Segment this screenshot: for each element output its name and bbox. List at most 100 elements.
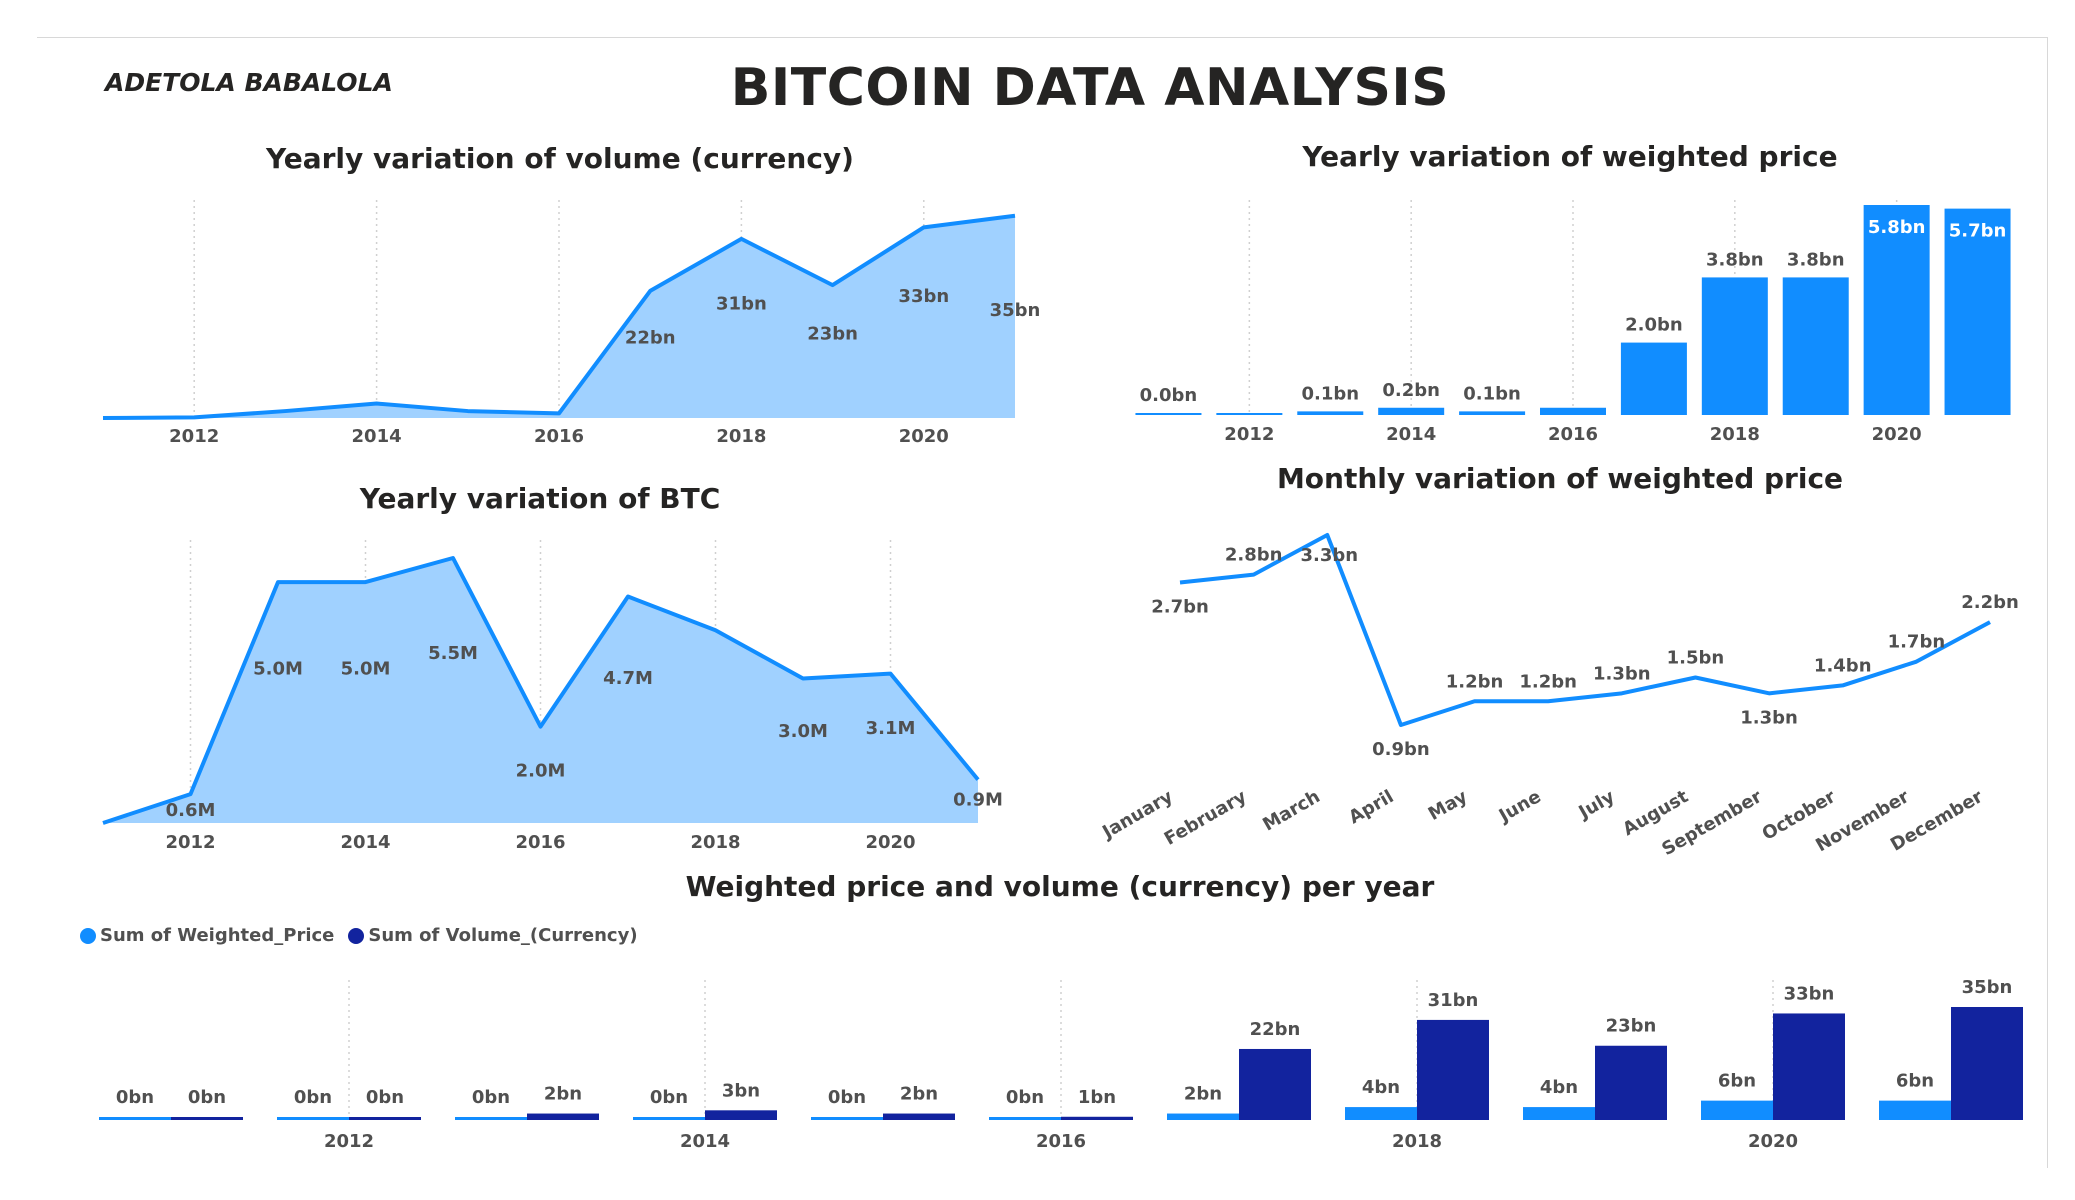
combo-data-label: 33bn [1784, 983, 1835, 1004]
combo-data-label: 2bn [544, 1084, 582, 1105]
weighted-data-label: 5.8bn [1868, 217, 1926, 238]
author-name: ADETOLA BABALOLA [105, 68, 393, 97]
combo-data-label: 0bn [650, 1087, 688, 1108]
volume-x-tick: 2018 [716, 426, 766, 447]
combo-data-label: 31bn [1428, 990, 1479, 1011]
legend-dot-volume [348, 927, 365, 944]
btc-data-label: 5.0M [253, 658, 303, 679]
monthly-line [1179, 533, 1991, 727]
monthly-data-label: 1.3bn [1593, 663, 1651, 684]
btc-data-label: 0.6M [166, 800, 216, 821]
combo-data-label: 23bn [1606, 1016, 1657, 1037]
btc-x-tick: 2020 [865, 832, 915, 853]
combo-data-label: 0bn [1006, 1087, 1044, 1108]
combo-bar-volume [349, 1117, 421, 1120]
combo-chart-title: Weighted price and volume (currency) per… [685, 870, 1435, 903]
combo-data-label: 22bn [1250, 1019, 1301, 1040]
combo-bar-weighted [1879, 1100, 1951, 1120]
volume-x-tick: 2014 [352, 426, 402, 447]
weighted-bar [1863, 205, 1930, 415]
volume-chart-title: Yearly variation of volume (currency) [266, 142, 854, 175]
btc-x-tick: 2012 [165, 832, 215, 853]
combo-bar-weighted [1345, 1107, 1417, 1120]
monthly-x-tick: May [1425, 786, 1471, 825]
combo-data-label: 0bn [828, 1087, 866, 1108]
weighted-bar [1216, 413, 1283, 415]
monthly-data-label: 1.5bn [1667, 648, 1725, 669]
weighted-x-tick: 2016 [1548, 424, 1598, 445]
combo-bar-volume [1239, 1048, 1311, 1120]
weighted-data-label: 0.1bn [1463, 383, 1521, 404]
monthly-data-label: 1.2bn [1519, 671, 1577, 692]
legend-item-volume[interactable]: Sum of Volume_(Currency) [348, 925, 638, 946]
monthly-x-tick: June [1494, 786, 1545, 827]
combo-data-label: 2bn [1184, 1084, 1222, 1105]
weighted-bar [1701, 277, 1768, 415]
btc-x-tick: 2014 [340, 832, 390, 853]
monthly-data-label: 1.3bn [1740, 707, 1798, 728]
btc-data-label: 2.0M [516, 761, 566, 782]
volume-area-fill [103, 215, 1015, 418]
combo-bar-weighted [811, 1117, 883, 1120]
combo-bar-weighted [989, 1117, 1061, 1120]
monthly-data-label: 1.2bn [1446, 671, 1504, 692]
weighted-x-tick: 2018 [1710, 424, 1760, 445]
btc-data-label: 3.0M [778, 721, 828, 742]
weighted-x-tick: 2012 [1224, 424, 1274, 445]
legend-item-weighted[interactable]: Sum of Weighted_Price [80, 925, 334, 946]
weighted-bar [1620, 342, 1687, 415]
weighted-bar [1297, 411, 1364, 415]
combo-data-label: 6bn [1896, 1071, 1934, 1092]
weighted-data-label: 3.8bn [1787, 249, 1845, 270]
combo-data-label: 0bn [116, 1087, 154, 1108]
page-title: BITCOIN DATA ANALYSIS [730, 58, 1450, 118]
weighted-x-tick: 2014 [1386, 424, 1436, 445]
weighted-data-label: 5.7bn [1949, 221, 2007, 242]
combo-data-label: 35bn [1962, 977, 2013, 998]
combo-bar-weighted [1523, 1107, 1595, 1120]
combo-bar-volume [171, 1117, 243, 1120]
volume-data-label: 22bn [625, 327, 676, 348]
combo-data-label: 0bn [188, 1087, 226, 1108]
volume-data-label: 33bn [898, 286, 949, 307]
combo-data-label: 2bn [900, 1084, 938, 1105]
combo-bar-weighted [99, 1117, 171, 1120]
btc-data-label: 4.7M [603, 668, 653, 689]
combo-x-tick: 2016 [1036, 1131, 1086, 1152]
combo-data-label: 0bn [472, 1087, 510, 1108]
combo-data-label: 4bn [1362, 1077, 1400, 1098]
monthly-x-tick: April [1345, 786, 1397, 828]
btc-data-label: 0.9M [953, 790, 1003, 811]
btc-x-tick: 2016 [515, 832, 565, 853]
combo-data-label: 3bn [722, 1080, 760, 1101]
monthly-chart-title: Monthly variation of weighted price [1276, 462, 1844, 495]
weighted-data-label: 2.0bn [1625, 315, 1683, 336]
combo-bar-volume [1061, 1116, 1133, 1120]
btc-area-fill [103, 558, 978, 823]
combo-data-label: 1bn [1078, 1087, 1116, 1108]
weighted-bar [1135, 413, 1202, 415]
weighted-bar [1378, 407, 1445, 415]
volume-x-tick: 2016 [534, 426, 584, 447]
weighted-bar [1782, 277, 1849, 415]
btc-data-label: 5.0M [341, 658, 391, 679]
monthly-x-tick: March [1259, 786, 1324, 835]
report-frame [37, 37, 2048, 1168]
monthly-data-label: 2.7bn [1151, 597, 1209, 618]
btc-chart-title: Yearly variation of BTC [359, 482, 721, 515]
combo-data-label: 0bn [294, 1087, 332, 1108]
combo-data-label: 6bn [1718, 1071, 1756, 1092]
combo-data-label: 0bn [366, 1087, 404, 1108]
combo-bar-weighted [1701, 1100, 1773, 1120]
weighted-bar [1540, 407, 1606, 415]
monthly-data-label: 1.4bn [1814, 655, 1872, 676]
combo-bar-volume [1773, 1013, 1845, 1120]
combo-data-label: 4bn [1540, 1077, 1578, 1098]
monthly-data-label: 3.3bn [1300, 545, 1358, 566]
monthly-data-label: 0.9bn [1372, 739, 1430, 760]
monthly-data-label: 1.7bn [1888, 632, 1946, 653]
volume-line [102, 213, 1016, 420]
weighted-bar [1459, 411, 1526, 415]
monthly-data-label: 2.8bn [1225, 545, 1283, 566]
combo-bar-volume [527, 1113, 599, 1120]
